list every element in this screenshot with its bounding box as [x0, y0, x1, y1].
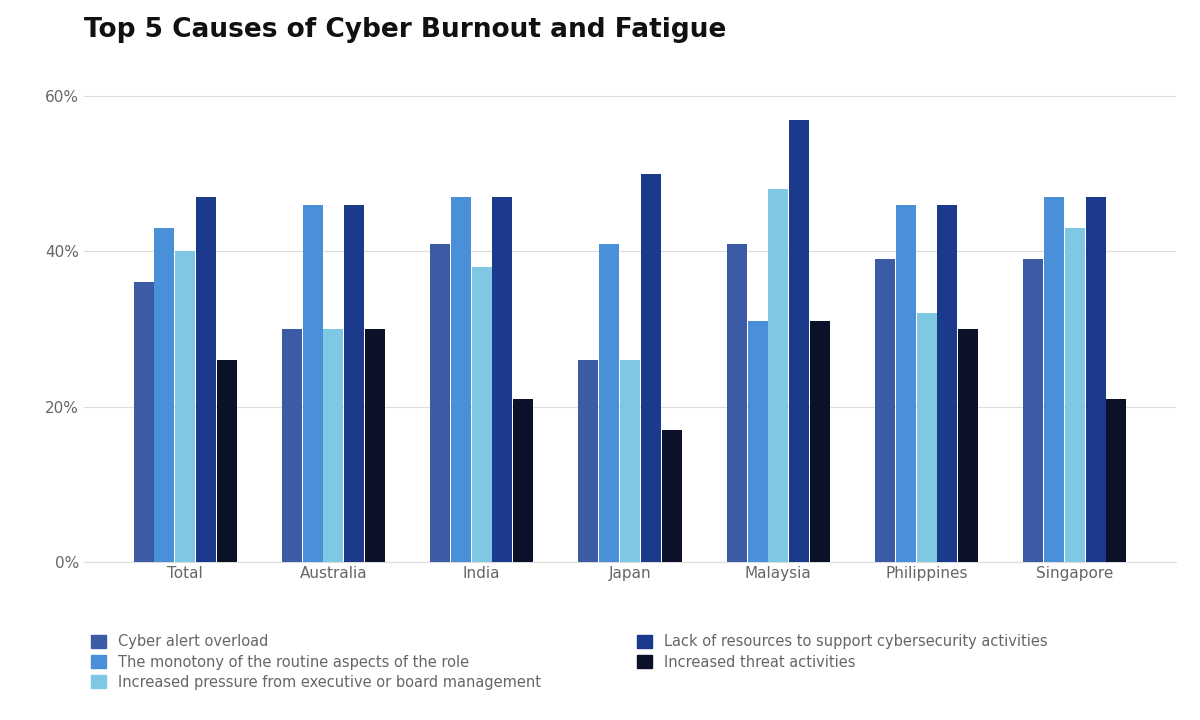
Bar	[155, 228, 174, 562]
Bar	[492, 197, 512, 562]
Bar	[175, 251, 196, 562]
Bar	[958, 329, 978, 562]
Text: Top 5 Causes of Cyber Burnout and Fatigue: Top 5 Causes of Cyber Burnout and Fatigu…	[84, 17, 726, 42]
Bar	[324, 329, 343, 562]
Bar	[217, 360, 236, 562]
Bar	[282, 329, 302, 562]
Legend: Lack of resources to support cybersecurity activities, Increased threat activiti: Lack of resources to support cybersecuri…	[637, 634, 1048, 670]
Bar	[599, 243, 619, 562]
Bar	[727, 243, 746, 562]
Bar	[430, 243, 450, 562]
Bar	[768, 189, 788, 562]
Bar	[578, 360, 599, 562]
Bar	[937, 205, 958, 562]
Bar	[196, 197, 216, 562]
Bar	[133, 282, 154, 562]
Bar	[748, 321, 768, 562]
Bar	[641, 174, 661, 562]
Bar	[302, 205, 323, 562]
Bar	[661, 430, 682, 562]
Bar	[1024, 259, 1043, 562]
Bar	[1044, 197, 1064, 562]
Bar	[472, 267, 492, 562]
Bar	[895, 205, 916, 562]
Bar	[1106, 399, 1127, 562]
Bar	[1064, 228, 1085, 562]
Bar	[810, 321, 830, 562]
Bar	[344, 205, 365, 562]
Bar	[917, 313, 936, 562]
Bar	[875, 259, 895, 562]
Bar	[365, 329, 385, 562]
Bar	[620, 360, 640, 562]
Bar	[451, 197, 470, 562]
Bar	[790, 120, 809, 562]
Bar	[1086, 197, 1105, 562]
Bar	[514, 399, 533, 562]
